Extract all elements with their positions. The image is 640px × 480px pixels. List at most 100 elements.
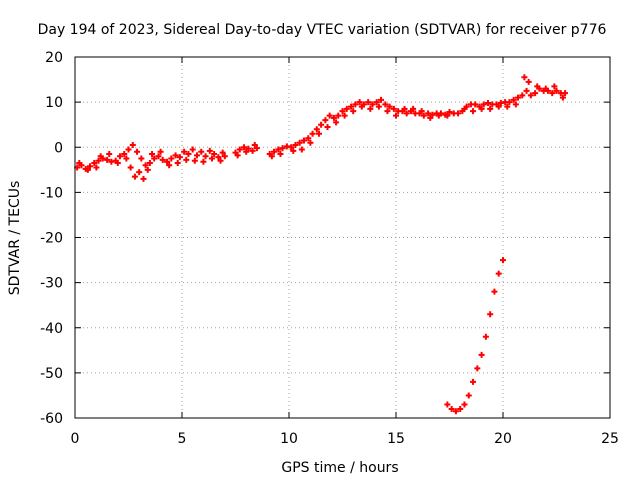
data-point bbox=[91, 160, 98, 167]
data-point bbox=[144, 166, 151, 173]
data-point bbox=[76, 160, 83, 167]
data-point bbox=[562, 90, 569, 97]
data-point bbox=[176, 154, 183, 161]
data-point bbox=[480, 101, 487, 108]
data-point bbox=[106, 151, 113, 158]
data-point bbox=[341, 112, 348, 119]
data-point bbox=[549, 90, 556, 97]
data-point bbox=[482, 333, 489, 340]
data-point bbox=[136, 169, 143, 176]
data-point bbox=[514, 94, 521, 101]
data-point bbox=[168, 155, 175, 162]
data-point bbox=[410, 105, 417, 112]
data-point bbox=[181, 148, 188, 155]
data-point bbox=[219, 149, 226, 156]
data-point bbox=[382, 101, 389, 108]
data-point bbox=[277, 151, 284, 158]
data-point bbox=[348, 103, 355, 110]
data-point bbox=[221, 153, 228, 160]
y-axis-label: SDTVAR / TECUs bbox=[7, 181, 23, 296]
data-point bbox=[84, 166, 91, 173]
y-tick-label: 20 bbox=[45, 50, 63, 66]
data-point bbox=[211, 151, 218, 158]
data-point bbox=[326, 112, 333, 119]
data-point bbox=[296, 139, 303, 146]
data-point bbox=[375, 103, 382, 110]
data-point bbox=[527, 92, 534, 99]
data-point bbox=[193, 152, 200, 159]
data-point bbox=[444, 112, 451, 119]
data-point bbox=[241, 144, 248, 151]
data-point bbox=[384, 108, 391, 115]
data-point bbox=[121, 151, 128, 158]
y-tick-label: -30 bbox=[40, 276, 63, 292]
data-point bbox=[166, 162, 173, 169]
data-point bbox=[116, 153, 123, 160]
data-point bbox=[243, 148, 250, 155]
data-point bbox=[343, 105, 350, 112]
data-point bbox=[386, 103, 393, 110]
x-tick-labels: 0 5 10 15 20 25 bbox=[71, 431, 619, 447]
data-point bbox=[465, 392, 472, 399]
data-point bbox=[495, 270, 502, 277]
x-tick-label: 15 bbox=[387, 431, 405, 447]
data-point bbox=[472, 101, 479, 108]
data-point bbox=[290, 147, 297, 154]
data-point bbox=[352, 101, 359, 108]
data-point bbox=[123, 155, 130, 162]
data-point bbox=[365, 99, 372, 106]
data-point bbox=[330, 114, 337, 121]
data-point bbox=[174, 160, 181, 167]
data-point bbox=[95, 157, 102, 164]
data-point bbox=[318, 121, 325, 128]
x-tick-label: 10 bbox=[280, 431, 298, 447]
data-point bbox=[452, 408, 459, 415]
data-point bbox=[185, 151, 192, 158]
tick-marks bbox=[74, 56, 611, 419]
data-points bbox=[74, 74, 569, 415]
data-point bbox=[249, 147, 256, 154]
y-tick-label: -50 bbox=[40, 366, 63, 382]
data-point bbox=[378, 96, 385, 103]
data-point bbox=[519, 92, 526, 99]
data-point bbox=[142, 162, 149, 169]
data-point bbox=[487, 105, 494, 112]
data-point bbox=[189, 146, 196, 153]
data-point bbox=[322, 117, 329, 124]
data-point bbox=[253, 145, 260, 152]
data-point bbox=[559, 94, 566, 101]
data-point bbox=[271, 148, 278, 155]
data-point bbox=[506, 99, 513, 106]
data-point bbox=[298, 146, 305, 153]
data-point bbox=[495, 103, 502, 110]
y-tick-labels: 20 10 0 -10 -20 -30 -40 -50 -60 bbox=[40, 50, 63, 427]
y-tick-label: -20 bbox=[40, 231, 63, 247]
data-point bbox=[470, 378, 477, 385]
data-point bbox=[373, 99, 380, 106]
data-point bbox=[358, 103, 365, 110]
data-point bbox=[149, 151, 156, 158]
data-point bbox=[542, 85, 549, 92]
data-point bbox=[300, 137, 307, 144]
data-point bbox=[114, 160, 121, 167]
data-point bbox=[534, 83, 541, 90]
data-point bbox=[172, 152, 179, 159]
data-point bbox=[448, 405, 455, 412]
x-tick-label: 20 bbox=[494, 431, 512, 447]
data-point bbox=[444, 401, 451, 408]
y-tick-label: -60 bbox=[40, 411, 63, 427]
data-point bbox=[131, 173, 138, 180]
data-point bbox=[198, 148, 205, 155]
data-point bbox=[356, 99, 363, 106]
data-point bbox=[350, 108, 357, 115]
y-tick-label: -40 bbox=[40, 321, 63, 337]
data-point bbox=[313, 126, 320, 133]
data-point bbox=[390, 105, 397, 112]
data-point bbox=[200, 158, 207, 165]
x-tick-label: 25 bbox=[601, 431, 619, 447]
data-point bbox=[455, 110, 462, 117]
data-point bbox=[333, 119, 340, 126]
data-point bbox=[288, 144, 295, 151]
data-point bbox=[367, 105, 374, 112]
data-point bbox=[478, 351, 485, 358]
